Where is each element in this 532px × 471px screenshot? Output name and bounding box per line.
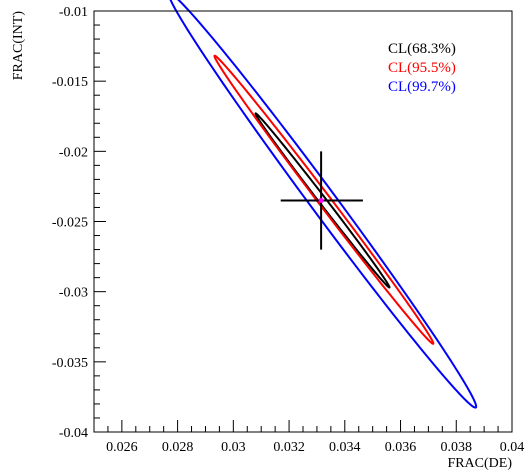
x-tick-label: 0.04 — [500, 440, 525, 455]
y-tick-label: -0.03 — [59, 286, 88, 301]
y-axis-label: FRAC(INT) — [11, 11, 26, 81]
x-axis-ticks: 0.026 0.028 0.03 0.032 0.034 0.036 0.038 0.04 — [93, 420, 525, 455]
x-tick-label: 0.03 — [221, 440, 246, 455]
x-tick-label: 0.036 — [385, 440, 417, 455]
legend: CL(68.3%) CL(95.5%) CL(99.7%) — [388, 41, 456, 95]
y-tick-label: -0.01 — [59, 5, 88, 20]
confidence-ellipses — [169, 0, 478, 409]
x-tick-label: 0.026 — [106, 440, 138, 455]
legend-entry-3: CL(99.7%) — [388, 79, 456, 95]
y-tick-label: -0.04 — [59, 426, 88, 441]
x-tick-label: 0.028 — [162, 440, 194, 455]
y-tick-label: -0.035 — [52, 356, 88, 371]
x-axis-label: FRAC(DE) — [447, 456, 512, 471]
y-tick-label: -0.02 — [59, 145, 88, 160]
x-tick-label: 0.034 — [329, 440, 361, 455]
y-tick-label: -0.025 — [52, 216, 88, 231]
ellipse-2 — [213, 54, 435, 345]
error-bars — [280, 151, 363, 250]
best-fit-point — [318, 197, 324, 203]
x-tick-label: 0.032 — [273, 440, 305, 455]
legend-entry-1: CL(68.3%) — [388, 41, 456, 57]
y-tick-label: -0.015 — [52, 75, 88, 90]
legend-entry-2: CL(95.5%) — [388, 60, 456, 76]
y-axis-ticks: -0.01 -0.015 -0.02 -0.025 -0.03 -0.035 -0.04 — [52, 5, 106, 441]
x-tick-label: 0.038 — [441, 440, 473, 455]
ellipse-3 — [169, 0, 478, 409]
